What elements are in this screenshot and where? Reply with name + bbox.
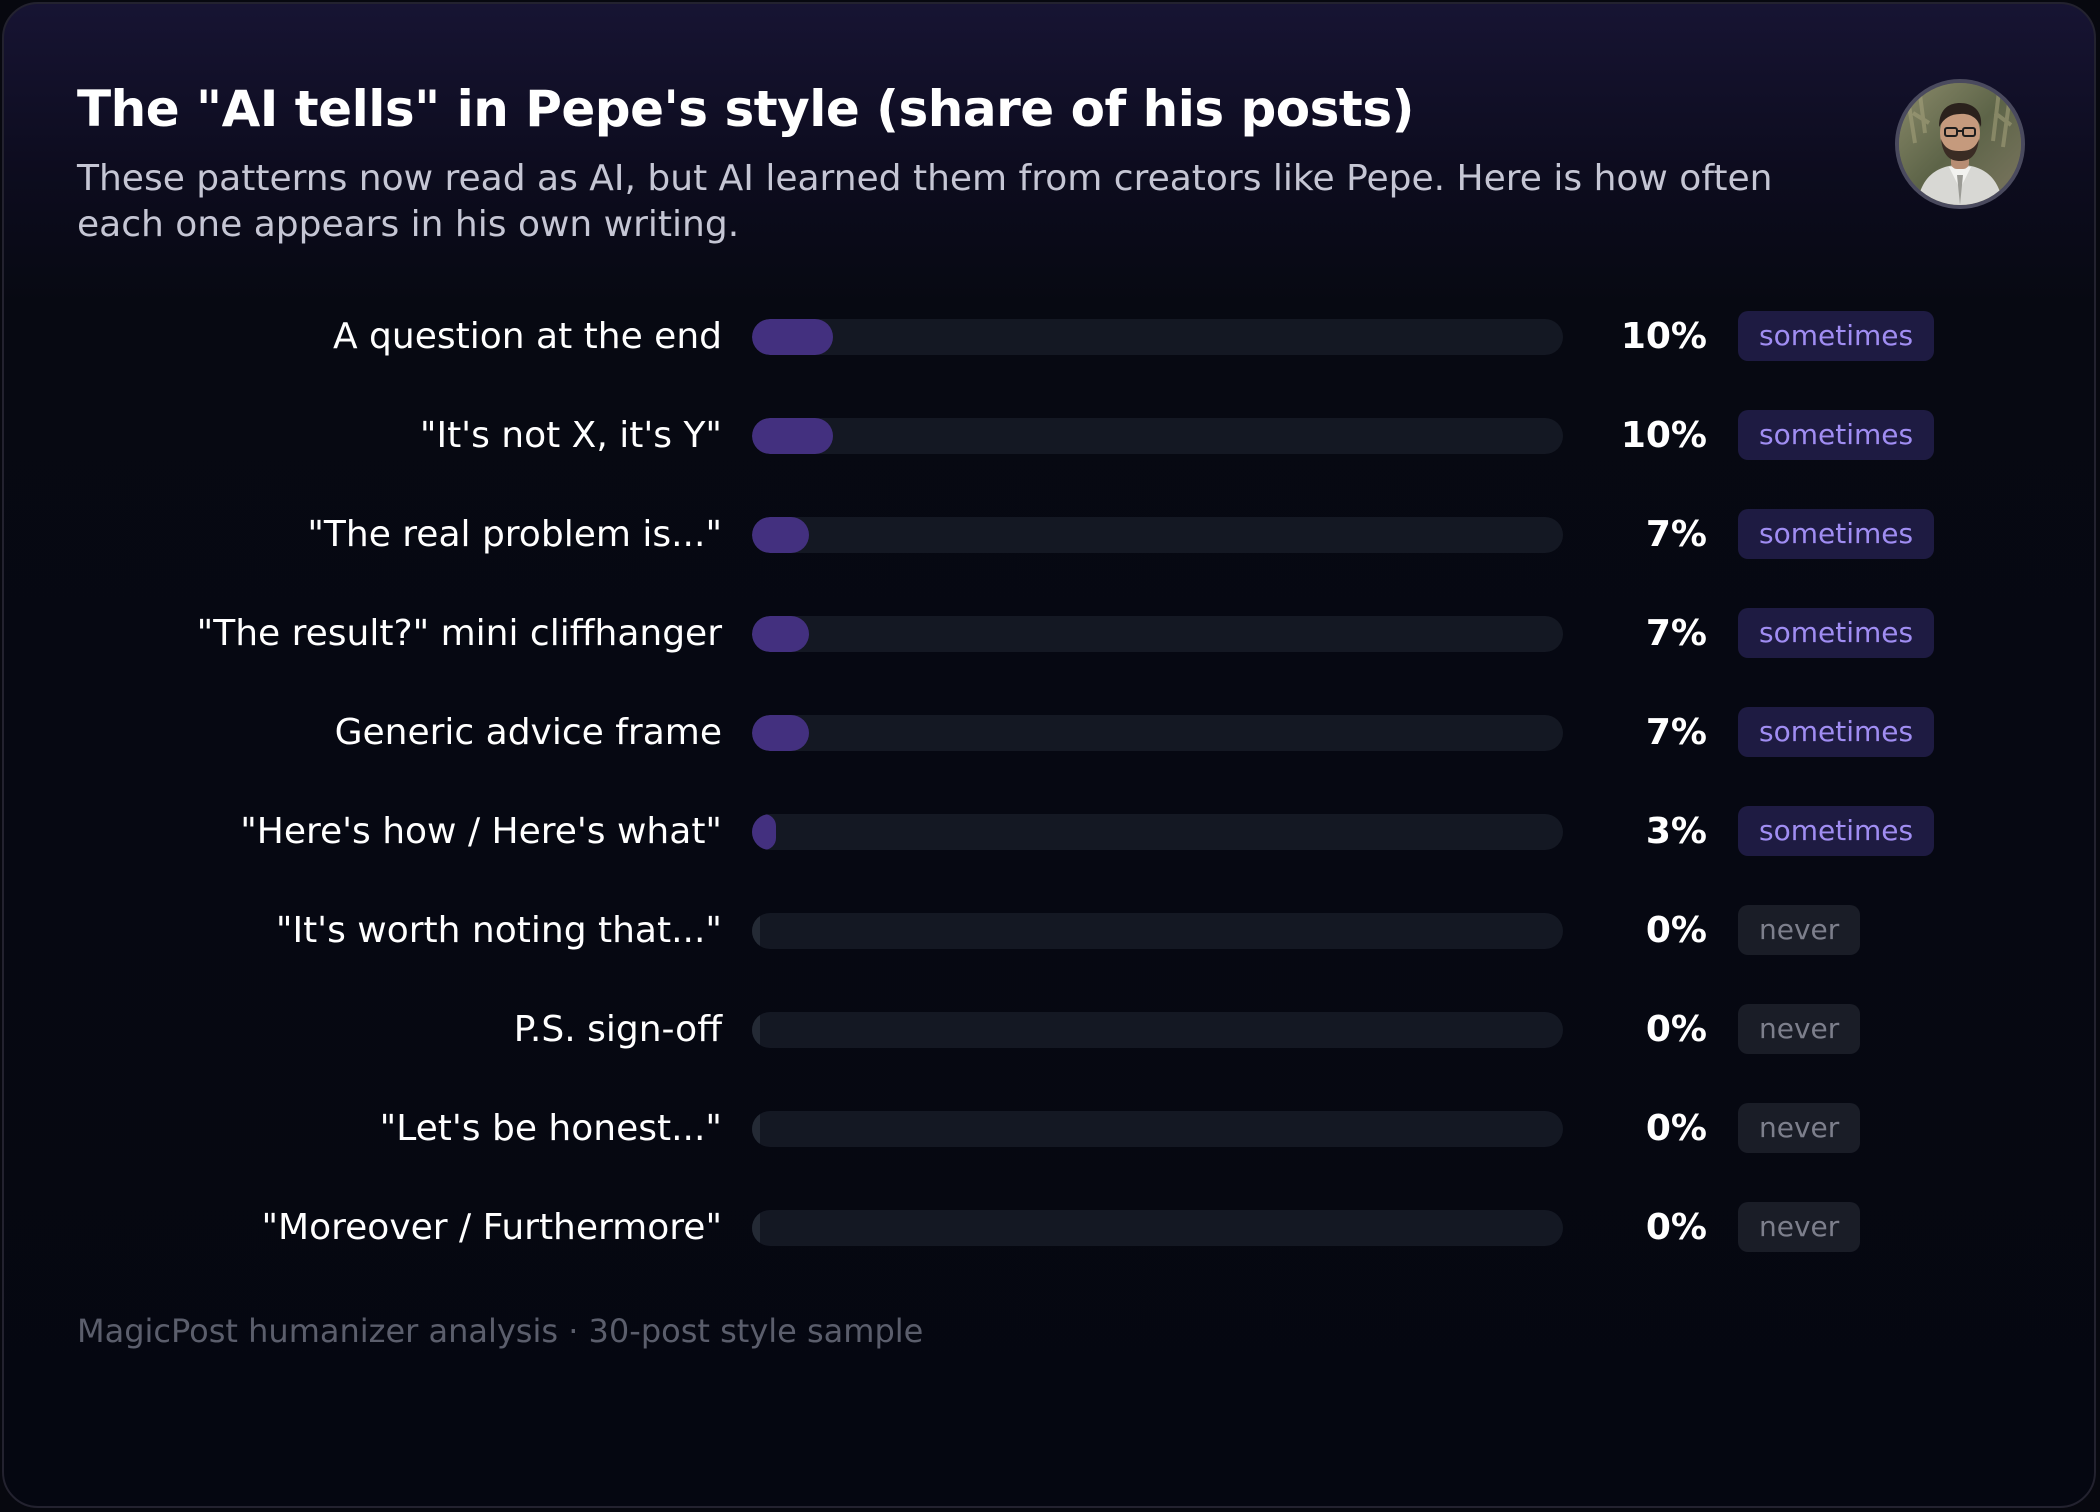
bar-row: "It's worth noting that..." 0% never — [4, 891, 2094, 990]
value-label: 3% — [1645, 811, 1707, 852]
source-note: MagicPost humanizer analysis · 30-post s… — [77, 1312, 924, 1350]
category-label: P.S. sign-off — [513, 1009, 722, 1050]
bar-row: "Moreover / Furthermore" 0% never — [4, 1188, 2094, 1287]
category-label: "Let's be honest..." — [379, 1108, 722, 1149]
bar — [752, 814, 777, 850]
bar-track — [752, 319, 1563, 355]
bar-row: Generic advice frame 7% sometimes — [4, 693, 2094, 792]
frequency-badge: sometimes — [1738, 410, 1935, 460]
bar-row: A question at the end 10% sometimes — [4, 297, 2094, 396]
value-label: 7% — [1645, 514, 1707, 555]
value-label: 10% — [1620, 316, 1707, 357]
frequency-badge: sometimes — [1738, 509, 1935, 559]
bar-row: P.S. sign-off 0% never — [4, 990, 2094, 1089]
bar — [752, 616, 809, 652]
bar-track — [752, 517, 1563, 553]
value-label: 7% — [1645, 712, 1707, 753]
bar — [752, 913, 760, 949]
frequency-badge: never — [1738, 1202, 1861, 1252]
bar-row: "Here's how / Here's what" 3% sometimes — [4, 792, 2094, 891]
bar-row: "It's not X, it's Y" 10% sometimes — [4, 396, 2094, 495]
frequency-badge: sometimes — [1738, 806, 1935, 856]
bar — [752, 418, 834, 454]
bar-track — [752, 1210, 1563, 1246]
value-label: 0% — [1645, 1108, 1707, 1149]
category-label: A question at the end — [332, 316, 722, 357]
chart-title: The "AI tells" in Pepe's style (share of… — [77, 80, 1414, 138]
value-label: 10% — [1620, 415, 1707, 456]
value-label: 0% — [1645, 1207, 1707, 1248]
bar-track — [752, 913, 1563, 949]
bar-track — [752, 616, 1563, 652]
bar — [752, 715, 809, 751]
avatar-photo-icon — [1899, 83, 2021, 205]
bar — [752, 1111, 760, 1147]
bar-track — [752, 1012, 1563, 1048]
bar-track — [752, 418, 1563, 454]
value-label: 7% — [1645, 613, 1707, 654]
bar — [752, 319, 834, 355]
category-label: "It's worth noting that..." — [275, 910, 722, 951]
value-label: 0% — [1645, 1009, 1707, 1050]
bar-track — [752, 814, 1563, 850]
avatar — [1895, 79, 2025, 209]
frequency-badge: never — [1738, 1103, 1861, 1153]
bar — [752, 517, 809, 553]
value-label: 0% — [1645, 910, 1707, 951]
frequency-badge: sometimes — [1738, 311, 1935, 361]
bar-row: "The real problem is..." 7% sometimes — [4, 495, 2094, 594]
frequency-badge: sometimes — [1738, 707, 1935, 757]
category-label: "It's not X, it's Y" — [419, 415, 722, 456]
bar — [752, 1012, 760, 1048]
frequency-badge: never — [1738, 1004, 1861, 1054]
category-label: "The real problem is..." — [307, 514, 722, 555]
bar-track — [752, 715, 1563, 751]
bar-track — [752, 1111, 1563, 1147]
bar — [752, 1210, 760, 1246]
category-label: "Here's how / Here's what" — [240, 811, 722, 852]
bar-row: "Let's be honest..." 0% never — [4, 1089, 2094, 1188]
category-label: Generic advice frame — [334, 712, 722, 753]
bar-row: "The result?" mini cliffhanger 7% sometime… — [4, 594, 2094, 693]
chart-subtitle: These patterns now read as AI, but AI le… — [77, 158, 1773, 245]
frequency-badge: sometimes — [1738, 608, 1935, 658]
frequency-badge: never — [1738, 905, 1861, 955]
bar-chart: A question at the end 10% sometimes "It's n… — [4, 297, 2094, 1287]
category-label: "Moreover / Furthermore" — [261, 1207, 722, 1248]
category-label: "The result?" mini cliffhanger — [196, 613, 722, 654]
